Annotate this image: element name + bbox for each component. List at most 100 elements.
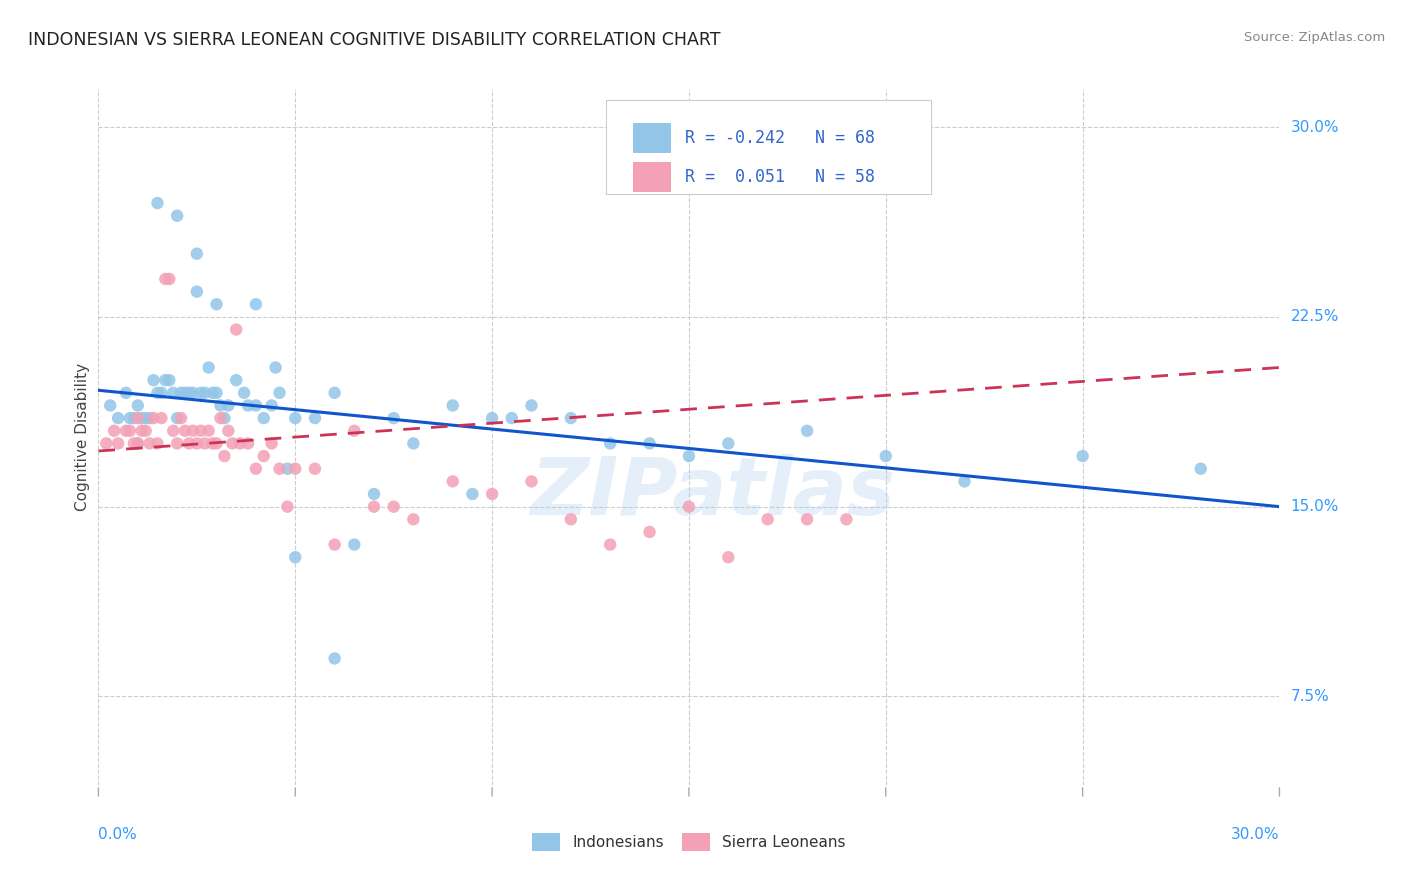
FancyBboxPatch shape [606,100,931,194]
Point [135,411,157,425]
Point [260,436,283,450]
Point [638,436,661,450]
Point [1071,449,1094,463]
Point [225,373,247,387]
Point [323,538,346,552]
Text: 30.0%: 30.0% [1232,827,1279,842]
Point [441,399,464,413]
Point [118,411,141,425]
Text: INDONESIAN VS SIERRA LEONEAN COGNITIVE DISABILITY CORRELATION CHART: INDONESIAN VS SIERRA LEONEAN COGNITIVE D… [28,31,721,49]
Point [98,399,121,413]
Point [122,411,145,425]
Point [214,411,236,425]
Bar [634,162,671,192]
Point [835,512,858,526]
Point [155,272,177,286]
Point [194,385,217,400]
Point [284,411,307,425]
Point [107,436,129,450]
Point [304,411,326,425]
Point [245,461,267,475]
Point [245,399,267,413]
Point [155,373,177,387]
Point [205,436,228,450]
Point [599,436,621,450]
Point [520,399,543,413]
Point [501,411,523,425]
Point [205,385,228,400]
Point [343,538,366,552]
Point [186,246,208,260]
Point [245,297,267,311]
Point [323,385,346,400]
Point [264,360,287,375]
Point [150,385,173,400]
Point [197,424,219,438]
Point [717,436,740,450]
Point [135,424,157,438]
Point [96,436,118,450]
Point [166,411,188,425]
Point [253,449,276,463]
Point [181,424,204,438]
Point [875,449,897,463]
Legend: Indonesians, Sierra Leoneans: Indonesians, Sierra Leoneans [526,827,852,857]
Point [678,449,700,463]
Text: Source: ZipAtlas.com: Source: ZipAtlas.com [1244,31,1385,45]
Point [122,436,145,450]
Text: 22.5%: 22.5% [1291,310,1339,325]
Point [174,385,197,400]
Point [382,500,405,514]
Point [118,424,141,438]
Text: 15.0%: 15.0% [1291,500,1339,514]
Point [186,436,208,450]
Point [402,436,425,450]
Point [229,436,252,450]
Point [103,424,125,438]
Point [1189,461,1212,475]
Point [236,399,259,413]
Text: ZIPatlas: ZIPatlas [530,454,896,532]
Point [678,500,700,514]
Point [481,487,503,501]
Point [638,524,661,539]
Point [284,550,307,565]
Point [174,424,197,438]
Point [233,385,256,400]
Point [194,436,217,450]
Point [177,385,200,400]
Point [186,285,208,299]
Point [162,385,184,400]
Point [146,196,169,211]
Point [209,411,232,425]
Point [560,512,582,526]
Point [201,385,224,400]
Point [190,424,212,438]
Point [276,500,298,514]
Point [363,487,385,501]
Point [127,411,149,425]
Point [214,449,236,463]
Point [717,550,740,565]
Point [269,461,291,475]
Point [138,411,160,425]
Point [382,411,405,425]
Point [146,385,169,400]
Point [599,538,621,552]
Point [343,424,366,438]
Point [127,436,149,450]
Point [796,512,818,526]
Point [162,424,184,438]
Point [221,436,243,450]
Point [756,512,779,526]
Point [253,411,276,425]
Point [142,373,165,387]
Point [209,399,232,413]
Point [131,424,153,438]
Point [236,436,259,450]
Point [284,461,307,475]
Point [520,475,543,489]
Point [115,424,138,438]
Point [217,399,239,413]
Point [260,399,283,413]
